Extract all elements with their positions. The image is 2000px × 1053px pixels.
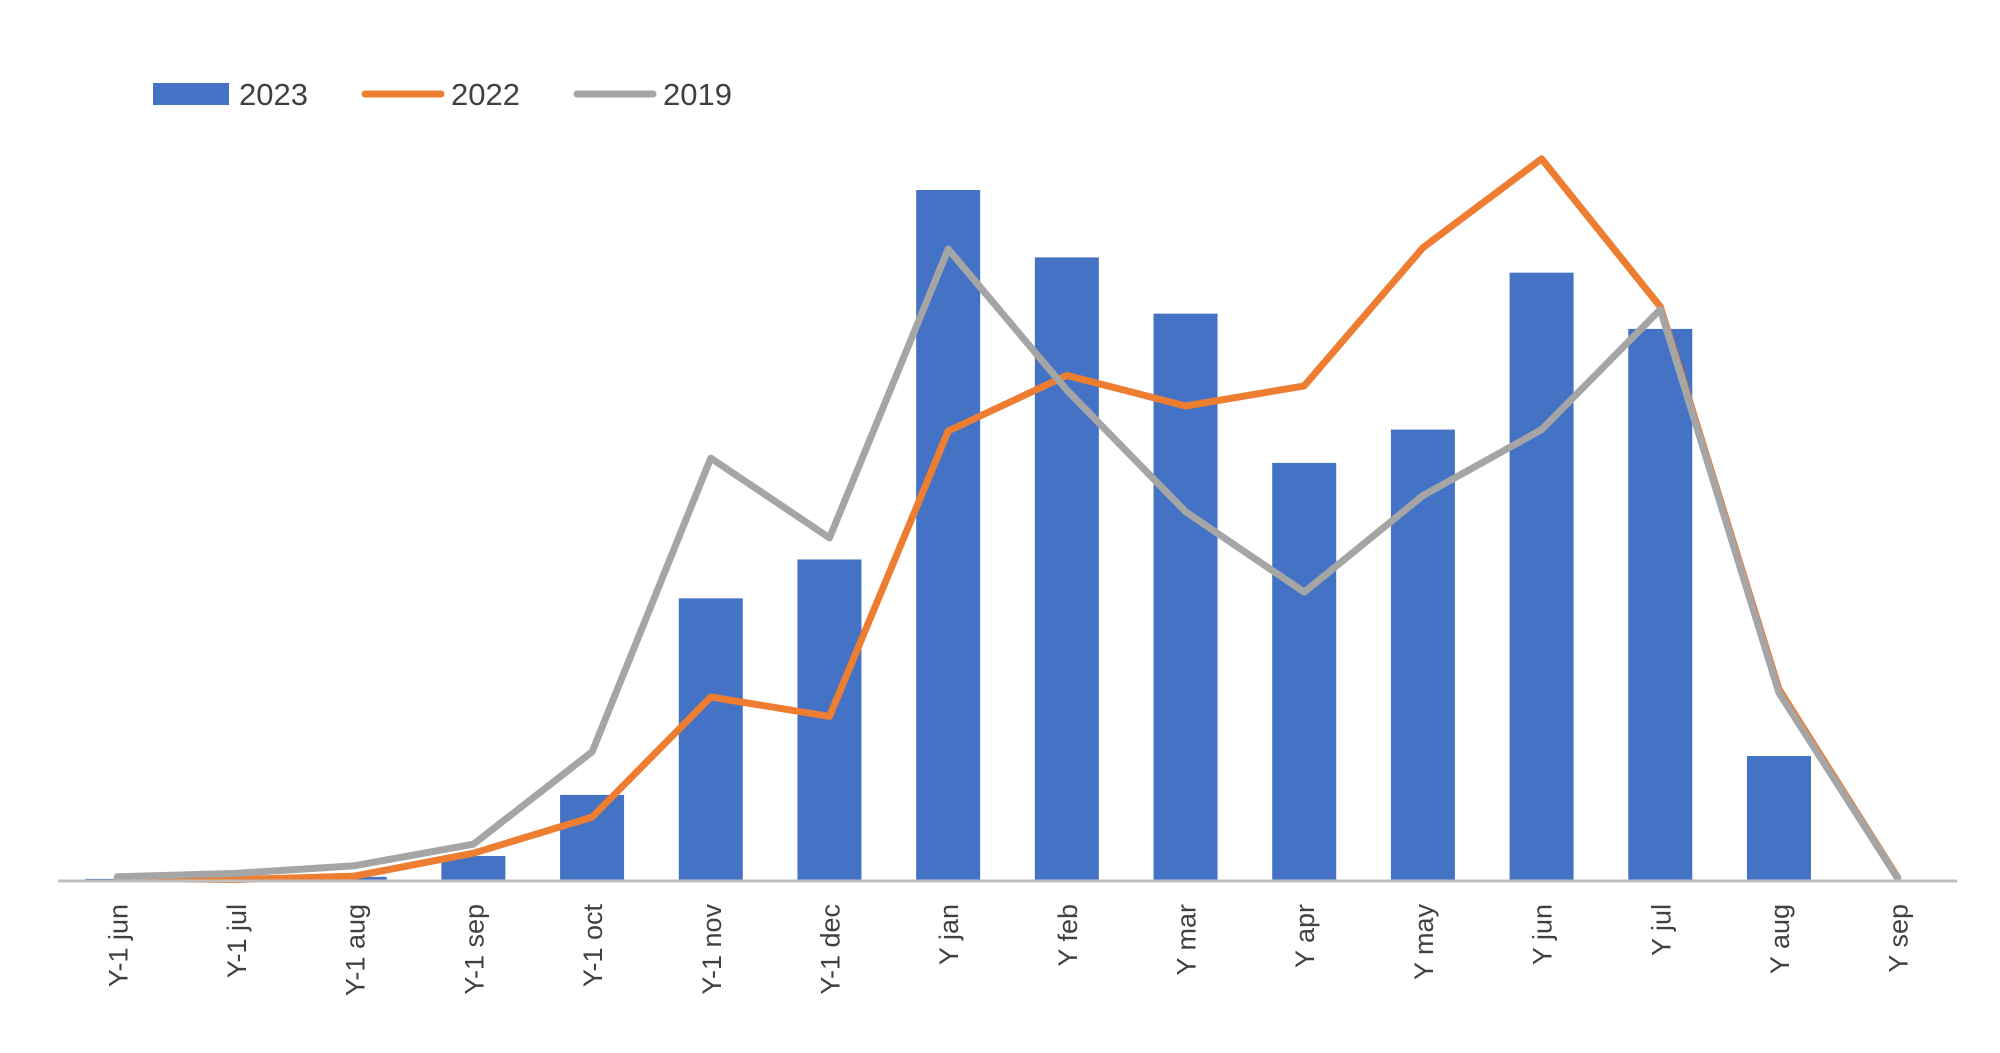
x-tick-label: Y-1 dec: [815, 904, 845, 995]
legend-swatch-2023: [153, 83, 229, 105]
x-tick-label: Y-1 aug: [341, 904, 371, 996]
x-tick-label: Y-1 sep: [459, 904, 489, 995]
bar-2023-y-1-oct: [560, 794, 625, 881]
bar-2023-y-jul: [1628, 328, 1693, 882]
bar-2023-y-apr: [1272, 462, 1337, 881]
x-tick-label: Y jan: [934, 904, 964, 965]
legend: 2023 2022 2019: [153, 77, 732, 112]
legend-label-2023: 2023: [239, 77, 308, 112]
x-tick-label: Y-1 oct: [578, 904, 608, 988]
bar-2023-y-aug: [1746, 755, 1811, 881]
x-tick-label: Y jul: [1646, 904, 1676, 956]
x-tick-label: Y-1 nov: [697, 904, 727, 995]
legend-label-2022: 2022: [451, 77, 520, 112]
line-series: [113, 155, 1902, 884]
x-tick-label: Y may: [1409, 904, 1439, 981]
bar-2023-y-1-dec: [797, 559, 862, 881]
bar-series-2023: [85, 190, 1930, 882]
line-2022: [113, 155, 1902, 884]
bar-2023-y-jan: [916, 190, 981, 882]
bar-2023-y-jun: [1509, 272, 1574, 881]
x-tick-label: Y aug: [1765, 904, 1795, 974]
x-tick-label: Y feb: [1053, 904, 1083, 967]
x-tick-label: Y-1 jun: [103, 904, 133, 987]
bar-2023-y-1-nov: [678, 598, 743, 881]
x-tick-label: Y jun: [1528, 904, 1558, 965]
x-tick-label: Y-1 jul: [222, 904, 252, 978]
line-2019: [113, 245, 1902, 882]
x-tick-labels: Y-1 jun Y-1 jul Y-1 aug Y-1 sep Y-1 oct Y-1 n…: [103, 904, 1913, 997]
bar-2023-y-feb: [1034, 257, 1099, 881]
legend-label-2019: 2019: [663, 77, 732, 112]
x-tick-label: Y apr: [1290, 904, 1320, 968]
bar-2023-y-may: [1390, 429, 1455, 881]
x-tick-label: Y sep: [1884, 904, 1914, 973]
x-tick-label: Y mar: [1172, 904, 1202, 976]
